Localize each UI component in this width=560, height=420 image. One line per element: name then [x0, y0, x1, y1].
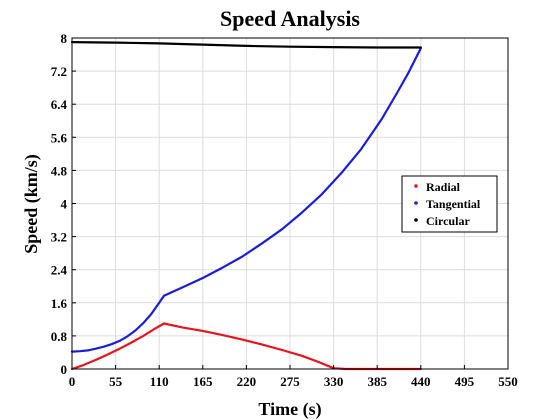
- x-tick-label: 440: [411, 374, 431, 389]
- y-tick-label: 6.4: [51, 97, 68, 112]
- y-tick-label: 5.6: [51, 130, 68, 145]
- x-tick-label: 110: [150, 374, 169, 389]
- legend-marker-circular: [414, 218, 418, 222]
- y-axis-label: Speed (km/s): [21, 154, 42, 254]
- y-tick-label: 2.4: [51, 263, 68, 278]
- series-line-circular: [70, 40, 422, 49]
- legend-box: [401, 175, 498, 233]
- x-tick-label: 0: [69, 374, 76, 389]
- x-tick-label: 275: [280, 374, 300, 389]
- x-tick-label: 330: [324, 374, 344, 389]
- x-tick-label: 55: [109, 374, 123, 389]
- y-tick-label: 7.2: [51, 64, 67, 79]
- legend-label-radial: Radial: [426, 180, 461, 194]
- x-tick-label: 220: [237, 374, 257, 389]
- series-line-tangential: [70, 47, 422, 353]
- legend-marker-radial: [414, 184, 418, 188]
- x-tick-label: 550: [498, 374, 518, 389]
- y-tick-label: 0: [61, 362, 68, 377]
- y-tick-label: 4: [61, 197, 68, 212]
- legend-marker-tangential: [414, 201, 418, 205]
- legend-label-circular: Circular: [426, 214, 470, 228]
- x-axis-label: Time (s): [258, 399, 321, 420]
- axis-ticks: 0 55 110 165 220 275 330 385 440 495 550 0 0.8 1.6 2.4…: [51, 31, 518, 389]
- y-tick-label: 4.8: [51, 163, 68, 178]
- legend: Radial Tangential Circular: [401, 175, 498, 233]
- y-tick-label: 1.6: [51, 296, 68, 311]
- x-tick-label: 385: [367, 374, 387, 389]
- x-tick-label: 495: [455, 374, 475, 389]
- x-tick-label: 165: [193, 374, 213, 389]
- legend-label-tangential: Tangential: [426, 197, 481, 211]
- chart-title: Speed Analysis: [220, 6, 360, 31]
- y-tick-label: 3.2: [51, 230, 67, 245]
- y-tick-label: 0.8: [51, 329, 68, 344]
- y-tick-label: 8: [61, 31, 68, 46]
